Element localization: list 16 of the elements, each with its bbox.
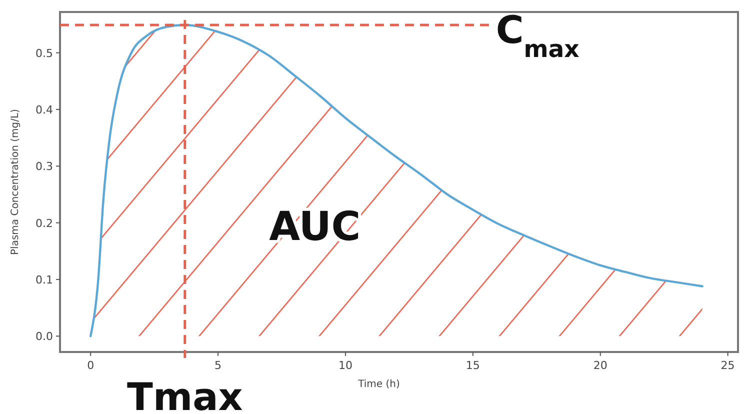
ref-line-label: Tmax (127, 375, 243, 414)
x-tick-label: 10 (338, 359, 352, 372)
y-tick-label: 0.3 (36, 160, 53, 174)
y-tick-label: 0.5 (36, 46, 53, 60)
y-axis-title: Plasma Concentration (mg/L) (10, 108, 21, 255)
x-tick-label: 5 (214, 359, 222, 372)
x-tick-label: 20 (593, 359, 608, 372)
y-tick-label: 0.2 (36, 216, 53, 230)
x-axis-title: Time (h) (357, 379, 400, 390)
ref-line-label: C$_{max}$ (496, 8, 580, 64)
x-tick-label: 15 (466, 359, 480, 372)
x-tick-label: 0 (87, 359, 94, 372)
y-tick-label: 0.4 (36, 103, 53, 116)
y-tick-label: 0.0 (36, 330, 53, 344)
x-tick-label: 25 (720, 359, 735, 372)
y-tick-label: 0.1 (36, 273, 53, 286)
